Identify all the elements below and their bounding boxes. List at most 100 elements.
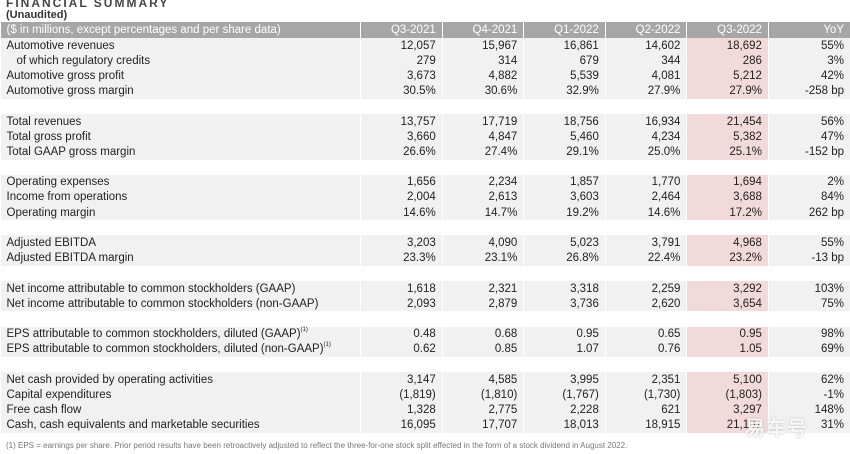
footnote-marker: (1)	[323, 342, 331, 349]
table-row: Capital expenditures (1,819) (1,810) (1,767…	[0, 387, 850, 403]
table-row: Income from operations 2,004 2,613 3,603 2,4…	[0, 189, 850, 206]
row-label: Operating expenses	[0, 174, 361, 190]
row-label-text: Adjusted EBITDA	[6, 237, 96, 250]
row-label-text: Adjusted EBITDA margin	[6, 252, 134, 265]
table-row: Automotive gross profit 3,673 4,882 5,539 4,…	[0, 68, 850, 84]
table-row: Adjusted EBITDA 3,203 4,090 5,023 3,791 4,968…	[0, 235, 850, 251]
value-cell: 2,775	[441, 402, 524, 418]
row-label-text: Automotive gross margin	[6, 85, 134, 98]
value-cell: 3,292	[686, 281, 769, 297]
value-cell: 0.62	[360, 341, 443, 357]
row-label: Automotive gross profit	[0, 68, 361, 84]
spacer-cell	[0, 220, 361, 236]
spacer-cell	[360, 311, 443, 327]
value-cell: 14.6%	[604, 205, 687, 221]
row-label-text: Net income attributable to common stockh…	[6, 297, 319, 310]
footnote-marker: (1)	[300, 327, 308, 334]
value-cell: 17,707	[441, 417, 524, 433]
table-row: Free cash flow 1,328 2,775 2,228 621 3,297 148…	[0, 402, 850, 418]
spacer-cell	[441, 356, 524, 373]
value-cell: 27.9%	[604, 83, 687, 99]
spacer-cell	[0, 311, 361, 327]
value-cell: 5,100	[686, 372, 769, 388]
value-cell: 5,460	[523, 129, 606, 145]
spacer-row	[0, 356, 850, 373]
table-row: Adjusted EBITDA margin 23.3% 23.1% 26.8% 22.…	[0, 250, 850, 266]
row-label: Cash, cash equivalents and marketable se…	[0, 417, 361, 433]
value-cell: 286	[686, 53, 769, 69]
table-row: Total revenues 13,757 17,719 18,756 16,934 21…	[0, 113, 850, 130]
value-cell: 1,656	[360, 174, 443, 190]
row-label-text: Income from operations	[6, 191, 128, 204]
value-cell: 4,882	[441, 68, 524, 84]
value-cell: 4,081	[604, 68, 687, 84]
spacer-cell	[360, 356, 443, 373]
table-row: Automotive gross margin 30.5% 30.6% 32.9% 27…	[0, 83, 850, 99]
column-header: Q3-2021	[360, 22, 443, 38]
value-cell: 27.9%	[686, 83, 769, 99]
value-cell: 1,770	[604, 174, 687, 190]
value-cell: 3,660	[360, 129, 443, 145]
spacer-row	[0, 220, 850, 236]
spacer-cell	[767, 220, 850, 236]
spacer-cell	[767, 98, 850, 114]
table-row: of which regulatory credits 279 314 679 344 2…	[0, 53, 850, 69]
value-cell: 18,756	[523, 113, 606, 130]
row-label: Net income attributable to common stockh…	[0, 296, 361, 312]
table-row: Cash, cash equivalents and marketable se…	[0, 417, 850, 433]
value-cell: 26.6%	[360, 144, 443, 160]
watermark-logo: 易车号	[745, 418, 808, 440]
yoy-cell: 103%	[767, 281, 850, 297]
value-cell: 0.95	[523, 326, 606, 342]
row-label-text: Operating margin	[6, 206, 96, 219]
yoy-cell: 148%	[767, 402, 850, 418]
spacer-cell	[604, 356, 687, 373]
value-cell: 2,093	[360, 296, 443, 312]
spacer-cell	[686, 265, 769, 281]
row-label-text: Total revenues	[6, 115, 82, 128]
row-label-text: Net income attributable to common stockh…	[6, 282, 296, 295]
yoy-cell: 47%	[767, 129, 850, 145]
row-label: Adjusted EBITDA	[0, 235, 361, 251]
spacer-cell	[767, 159, 850, 175]
row-label-text: EPS attributable to common stockholders,…	[6, 343, 324, 356]
value-cell: 23.3%	[360, 250, 443, 266]
row-label-text: of which regulatory credits	[16, 54, 151, 67]
table-row: Net income attributable to common stockh…	[0, 281, 850, 297]
value-cell: 5,382	[686, 129, 769, 145]
spacer-cell	[360, 98, 443, 114]
value-cell: 621	[604, 402, 687, 418]
spacer-cell	[360, 220, 443, 236]
value-cell: 2,879	[441, 296, 524, 312]
row-label-text: Cash, cash equivalents and marketable se…	[6, 419, 260, 432]
value-cell: 2,234	[441, 174, 524, 190]
value-cell: 1.07	[523, 341, 606, 357]
yoy-cell: 69%	[767, 341, 850, 357]
table-row: Total GAAP gross margin 26.6% 27.4% 29.1% 25…	[0, 144, 850, 160]
table-row: EPS attributable to common stockholders,…	[0, 326, 850, 342]
yoy-cell: 62%	[767, 372, 850, 388]
value-cell: 4,234	[604, 129, 687, 145]
spacer-cell	[0, 356, 361, 373]
value-cell: 30.6%	[441, 83, 524, 99]
value-cell: 17.2%	[686, 205, 769, 221]
yoy-cell: -1%	[767, 387, 850, 403]
yoy-cell: -152 bp	[767, 144, 850, 160]
table-body: Automotive revenues 12,057 15,967 16,861 14,…	[0, 38, 850, 433]
value-cell: 23.1%	[441, 250, 524, 266]
value-cell: 3,688	[686, 189, 769, 206]
document-title: FINANCIAL SUMMARY	[6, 0, 170, 10]
table-row: Operating expenses 1,656 2,234 1,857 1,770 1,…	[0, 174, 850, 190]
row-label: of which regulatory credits	[0, 53, 361, 69]
value-cell: 0.68	[441, 326, 524, 342]
spacer-cell	[0, 265, 361, 281]
row-label: Income from operations	[0, 189, 361, 206]
value-cell: (1,767)	[523, 387, 606, 403]
row-label: Automotive gross margin	[0, 83, 361, 99]
spacer-cell	[523, 356, 606, 373]
value-cell: 2,613	[441, 189, 524, 206]
value-cell: 3,318	[523, 281, 606, 297]
value-cell: 2,321	[441, 281, 524, 297]
value-cell: 23.2%	[686, 250, 769, 266]
value-cell: 0.95	[686, 326, 769, 342]
